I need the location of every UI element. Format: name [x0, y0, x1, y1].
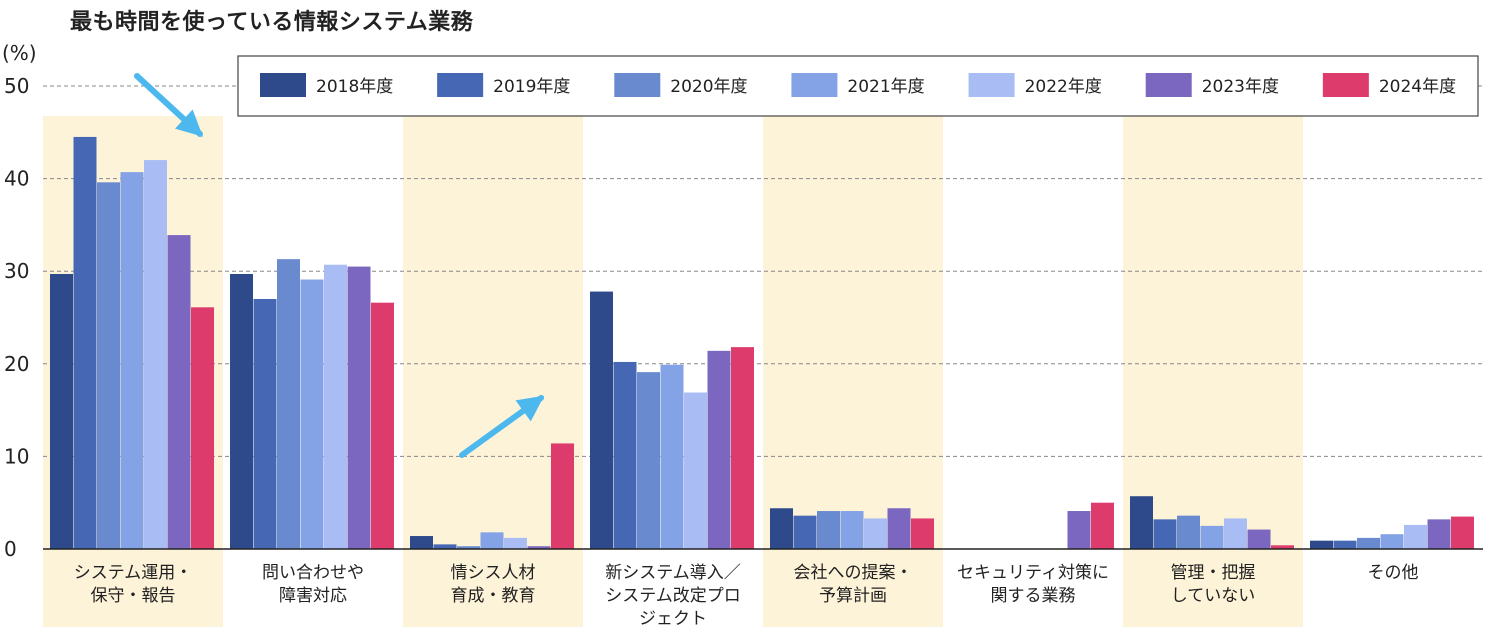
bar	[527, 546, 551, 549]
bar	[1224, 518, 1247, 549]
category-label: 情シス人材	[451, 563, 536, 583]
category-label: 問い合わせや	[262, 563, 364, 583]
category-highlight-band	[403, 116, 583, 627]
bar	[253, 298, 277, 549]
bar	[1091, 502, 1114, 549]
bar	[347, 266, 371, 549]
bar	[1153, 519, 1177, 549]
y-tick-label: 20	[4, 352, 29, 376]
legend-label: 2024年度	[1379, 77, 1456, 97]
bar	[433, 544, 457, 549]
bar	[1130, 496, 1153, 549]
bar	[637, 372, 660, 549]
legend-label: 2019年度	[493, 77, 570, 97]
legend-swatch	[791, 73, 838, 97]
category-label: システム改定プロ	[605, 586, 741, 606]
y-tick-label: 10	[4, 444, 29, 468]
bar	[1333, 540, 1357, 549]
y-axis-unit-label: (%)	[2, 41, 37, 65]
y-tick-label: 0	[4, 537, 17, 561]
category-label: していない	[1171, 586, 1256, 606]
category-label: セキュリティ対策に	[957, 563, 1109, 583]
bar	[887, 508, 911, 549]
category-label: 保守・報告	[91, 586, 176, 606]
bar	[144, 160, 167, 549]
legend-swatch	[1145, 73, 1192, 97]
bar	[410, 536, 433, 549]
bar	[613, 361, 637, 549]
legend-swatch	[1322, 73, 1369, 97]
bar	[1404, 524, 1427, 549]
bar	[817, 511, 840, 549]
bar	[840, 511, 864, 549]
bar	[324, 264, 347, 549]
bar	[1310, 540, 1333, 549]
legend-label: 2020年度	[670, 77, 747, 97]
bar	[371, 302, 394, 549]
y-tick-label: 50	[4, 74, 29, 98]
bar	[793, 515, 817, 549]
legend-swatch	[437, 73, 484, 97]
bar	[1177, 515, 1200, 549]
bar	[590, 291, 613, 549]
bar	[1380, 534, 1404, 549]
category-label: 育成・教育	[451, 586, 536, 606]
trend-arrow-head	[515, 395, 545, 422]
bar	[277, 259, 300, 549]
y-tick-label: 40	[4, 167, 29, 191]
bar	[50, 273, 73, 549]
category-highlight-band	[1123, 116, 1303, 627]
bar	[457, 546, 480, 549]
legend-swatch	[968, 73, 1015, 97]
bar	[191, 307, 214, 549]
legend-swatch	[260, 73, 306, 97]
bar	[731, 347, 754, 549]
bar	[551, 443, 574, 549]
y-tick-label: 30	[4, 259, 29, 283]
bar	[911, 518, 934, 549]
category-label: 予算計画	[819, 586, 887, 606]
category-label: 管理・把握	[1171, 563, 1256, 583]
bar	[1357, 537, 1380, 549]
legend-label: 2018年度	[316, 77, 393, 97]
bar	[167, 235, 191, 549]
bar	[504, 537, 527, 549]
category-label: 新システム導入／	[605, 563, 741, 583]
legend-label: 2022年度	[1025, 77, 1102, 97]
legend-label: 2021年度	[847, 77, 924, 97]
category-label: その他	[1368, 563, 1419, 583]
bar	[1427, 519, 1451, 549]
chart-title: 最も時間を使っている情報システム業務	[70, 10, 474, 35]
bar	[1067, 511, 1091, 549]
bar	[97, 182, 120, 549]
bar	[770, 508, 793, 549]
category-label: ジェクト	[639, 609, 707, 627]
bar	[660, 364, 684, 549]
bar	[1200, 525, 1224, 549]
trend-arrow-head	[175, 109, 203, 137]
legend-label: 2023年度	[1202, 77, 1279, 97]
bar	[73, 136, 97, 549]
bar	[480, 532, 504, 549]
bar	[684, 392, 707, 549]
bar	[864, 518, 887, 549]
category-highlight-band	[763, 116, 943, 627]
category-label: 関する業務	[991, 586, 1076, 606]
bar	[1271, 545, 1294, 549]
category-label: システム運用・	[74, 563, 193, 583]
category-label: 会社への提案・	[794, 563, 913, 583]
bar	[1247, 529, 1271, 549]
legend-swatch	[614, 73, 661, 97]
category-label: 障害対応	[279, 586, 347, 606]
bar	[300, 279, 324, 549]
bar	[707, 350, 731, 549]
bar	[1451, 516, 1474, 549]
bar	[230, 273, 253, 549]
bar	[120, 172, 144, 550]
